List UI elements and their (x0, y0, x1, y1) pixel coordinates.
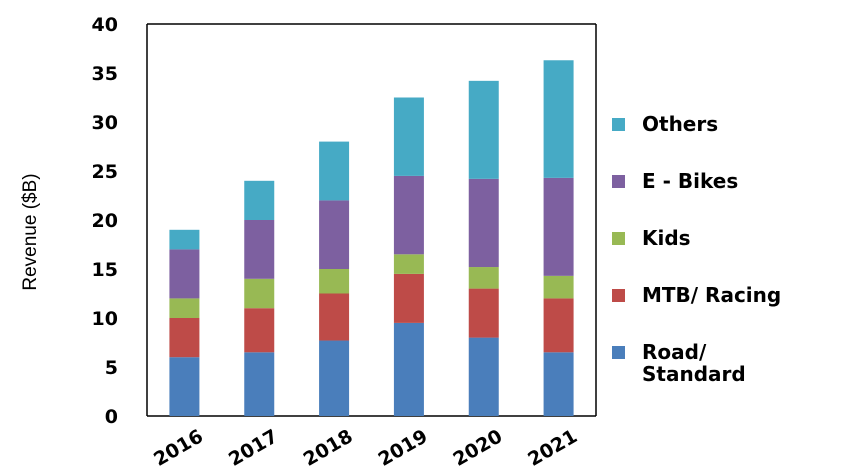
bar-2018-series-0 (319, 340, 350, 416)
y-tick-label-0: 0 (105, 406, 118, 428)
bar-2019-series-3 (393, 175, 424, 255)
y-axis-label: Revenue ($B) (20, 173, 41, 290)
legend-swatch-0 (612, 346, 625, 359)
legend-swatch-1 (612, 289, 625, 302)
bar-2018-series-4 (319, 141, 350, 201)
y-tick-label-25: 25 (92, 161, 118, 183)
legend-swatch-2 (612, 232, 625, 245)
bar-2020-series-4 (468, 80, 499, 179)
x-tick-label-2021: 2021 (524, 425, 581, 470)
bar-2021-series-0 (543, 352, 574, 416)
y-tick-label-15: 15 (92, 259, 118, 281)
bar-2020-series-0 (468, 337, 499, 416)
bars (169, 60, 574, 416)
bar-2016-series-2 (169, 298, 200, 318)
bar-2021-series-4 (543, 60, 574, 178)
bar-2018-series-1 (319, 293, 350, 341)
bar-2021-series-3 (543, 177, 574, 276)
bar-2018-series-2 (319, 269, 350, 294)
legend-label-4-line-0: Others (642, 112, 718, 136)
legend-label-2-line-0: Kids (642, 226, 691, 250)
bar-2019-series-4 (393, 97, 424, 176)
y-tick-label-10: 10 (92, 308, 118, 330)
legend-swatch-3 (612, 175, 625, 188)
y-tick-label-5: 5 (105, 357, 118, 379)
x-tick-label-2020: 2020 (449, 425, 506, 470)
bar-2021-series-1 (543, 298, 574, 353)
bar-2016-series-4 (169, 229, 200, 250)
bar-2019-series-2 (393, 254, 424, 274)
legend-swatch-4 (612, 118, 625, 131)
legend: Others E - Bikes Kids MTB/ Racing Road/Stand… (612, 112, 781, 386)
bar-2017-series-4 (244, 180, 275, 220)
y-tick-label-20: 20 (92, 210, 118, 232)
bar-2017-series-0 (244, 352, 275, 416)
y-tick-label-35: 35 (92, 63, 118, 85)
bar-2016-series-0 (169, 357, 200, 416)
bar-2016-series-3 (169, 249, 200, 299)
bar-2019-series-1 (393, 273, 424, 323)
plot-area (146, 23, 597, 417)
y-tick-label-40: 40 (92, 14, 118, 36)
bar-2019-series-0 (393, 322, 424, 416)
legend-label-1-line-0: MTB/ Racing (642, 283, 781, 307)
bar-2017-series-1 (244, 308, 275, 353)
legend-label-3-line-0: E - Bikes (642, 169, 738, 193)
legend-label-0-line-0: Road/ (642, 340, 707, 364)
bar-2016-series-1 (169, 318, 200, 358)
bar-2017-series-2 (244, 278, 275, 309)
x-tick-labels: 2016 2017 2018 2019 2020 2021 (150, 425, 581, 470)
bar-2020-series-1 (468, 288, 499, 338)
bar-2017-series-3 (244, 220, 275, 279)
y-tick-labels: 0 5 10 15 20 25 30 35 40 (92, 14, 118, 428)
legend-label-0-line-1: Standard (642, 362, 746, 386)
y-tick-label-30: 30 (92, 112, 118, 134)
bar-2021-series-2 (543, 275, 574, 299)
bar-2020-series-3 (468, 178, 499, 268)
bar-2020-series-2 (468, 267, 499, 289)
x-tick-label-2019: 2019 (375, 425, 432, 470)
bar-2018-series-3 (319, 200, 350, 269)
x-tick-label-2017: 2017 (225, 425, 282, 470)
x-tick-label-2016: 2016 (150, 425, 207, 470)
x-tick-label-2018: 2018 (300, 425, 357, 470)
